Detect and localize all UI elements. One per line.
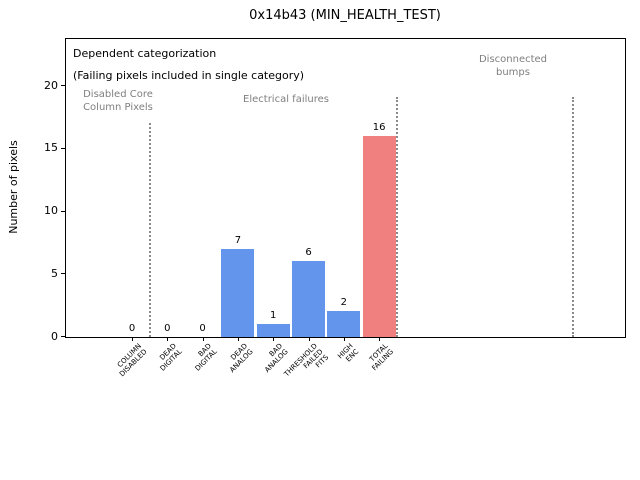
- bar-value-label: 6: [305, 247, 312, 259]
- y-tick-label: 0: [51, 329, 58, 343]
- x-tick-label: DEAD DIGITAL: [158, 342, 184, 373]
- x-tick-mark: [308, 337, 310, 341]
- x-tick-label: DEAD ANALOG: [227, 342, 255, 375]
- x-tick-label: COLUMN DISABLED: [115, 342, 149, 379]
- y-axis-label: Number of pixels: [7, 140, 20, 234]
- bar-value-label: 0: [164, 323, 171, 334]
- x-tick-mark: [237, 337, 239, 341]
- bar: [292, 261, 325, 337]
- x-tick-mark: [202, 337, 204, 341]
- x-tick-mark: [167, 337, 169, 341]
- bar: [362, 135, 396, 337]
- bar-value-label: 0: [128, 323, 136, 334]
- chart-title: 0x14b43 (MIN_HEALTH_TEST): [249, 8, 441, 23]
- y-tick-mark: [61, 336, 65, 337]
- y-tick-mark: [61, 273, 65, 275]
- bar-value-label: 1: [270, 309, 277, 321]
- x-tick-mark: [379, 337, 381, 341]
- bar-value-label: 16: [372, 121, 386, 133]
- plot-area: [65, 38, 626, 338]
- region-separator-line: [572, 97, 575, 337]
- region-label-disabled-core-column-pixels: Disabled Core Column Pixels: [83, 89, 153, 113]
- y-tick-mark: [61, 85, 65, 87]
- region-label-electrical-failures: Electrical failures: [243, 94, 329, 105]
- x-tick-mark: [343, 337, 345, 341]
- bar: [327, 311, 361, 337]
- bar-value-label: 7: [234, 234, 242, 246]
- x-tick-label: BAD DIGITAL: [193, 342, 219, 373]
- bar-value-label: 0: [199, 323, 206, 334]
- region-label-disconnected-bumps: Disconnected bumps: [478, 54, 548, 78]
- annotation-heading: Dependent categorization: [73, 47, 217, 60]
- bar: [221, 248, 255, 337]
- region-separator-line: [395, 97, 398, 337]
- x-tick-mark: [132, 337, 133, 341]
- y-tick-label: 15: [44, 141, 58, 155]
- x-tick-label: HIGH ENC: [336, 342, 361, 364]
- bar: [256, 323, 290, 337]
- region-separator-line: [148, 123, 151, 337]
- bar-value-label: 2: [340, 297, 347, 309]
- x-tick-label: THRESHOLD FAILED FITS: [282, 342, 331, 379]
- x-tick-label: TOTAL FAILING: [368, 342, 396, 373]
- y-tick-label: 5: [51, 266, 58, 280]
- y-tick-mark: [61, 147, 65, 149]
- y-tick-label: 10: [44, 204, 58, 218]
- x-tick-mark: [273, 337, 275, 341]
- y-tick-label: 20: [44, 78, 58, 92]
- annotation-subheading: (Failing pixels included in single categ…: [73, 69, 305, 82]
- y-tick-mark: [61, 210, 65, 212]
